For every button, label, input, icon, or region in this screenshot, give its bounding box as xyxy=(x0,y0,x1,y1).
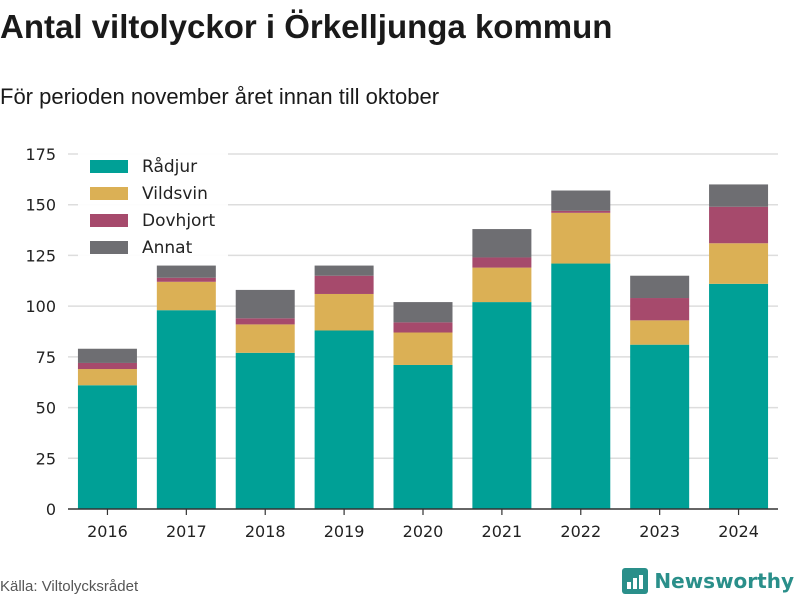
bar-segment[interactable] xyxy=(393,332,453,365)
bar-stack-2023 xyxy=(630,275,690,509)
legend-label: Annat xyxy=(142,238,193,258)
bar-segment[interactable] xyxy=(709,206,769,244)
bar-segment[interactable] xyxy=(630,275,690,299)
bar-stacks xyxy=(77,184,769,509)
x-tick-label: 2019 xyxy=(324,522,365,541)
bar-segment[interactable] xyxy=(156,281,216,311)
y-tick-label: 50 xyxy=(36,399,56,418)
bar-segment[interactable] xyxy=(551,212,611,264)
bar-segment[interactable] xyxy=(235,318,295,325)
page-title: Antal viltolyckor i Örkelljunga kommun xyxy=(0,8,613,45)
x-tick-label: 2020 xyxy=(403,522,444,541)
bar-segment[interactable] xyxy=(235,289,295,319)
bar-segment[interactable] xyxy=(393,302,453,323)
bar-segment[interactable] xyxy=(235,352,295,509)
stacked-bar-chart: 0 25 50 75 100 125 150 175 2016 2017 2018 2019 2020… xyxy=(25,145,778,541)
bar-segment[interactable] xyxy=(630,344,690,509)
bar-chart-logo-icon xyxy=(622,568,649,594)
bar-segment[interactable] xyxy=(393,322,453,333)
bar-stack-2024 xyxy=(709,184,769,509)
y-tick-label: 0 xyxy=(46,500,56,519)
bar-segment[interactable] xyxy=(314,330,374,509)
legend-swatch xyxy=(90,214,128,227)
bar-segment[interactable] xyxy=(393,364,453,509)
legend-swatch xyxy=(90,187,128,200)
legend-swatch xyxy=(90,241,128,254)
bar-segment[interactable] xyxy=(77,362,137,370)
bar-stack-2019 xyxy=(314,265,374,509)
bar-segment[interactable] xyxy=(156,265,216,278)
bar-stack-2018 xyxy=(235,289,295,509)
legend-label: Vildsvin xyxy=(142,184,208,204)
y-tick-label: 175 xyxy=(25,145,56,164)
bar-segment[interactable] xyxy=(551,210,611,213)
bar-stack-2022 xyxy=(551,190,611,509)
bar-segment[interactable] xyxy=(630,320,690,345)
x-tick-label: 2017 xyxy=(166,522,207,541)
source-note: Källa: Viltolycksrådet xyxy=(0,578,139,595)
bar-segment[interactable] xyxy=(77,348,137,363)
bar-segment[interactable] xyxy=(314,293,374,331)
bar-segment[interactable] xyxy=(709,243,769,284)
legend: Rådjur Vildsvin Dovhjort Annat xyxy=(78,152,228,262)
x-tick-label: 2022 xyxy=(560,522,601,541)
bar-segment[interactable] xyxy=(314,275,374,294)
bar-segment[interactable] xyxy=(709,283,769,509)
y-tick-label: 150 xyxy=(25,196,56,215)
bar-stack-2021 xyxy=(472,229,532,509)
bar-segment[interactable] xyxy=(472,229,532,258)
bar-segment[interactable] xyxy=(709,184,769,207)
y-tick-label: 75 xyxy=(36,348,56,367)
x-axis: 2016 2017 2018 2019 2020 2021 2022 2023 2024 xyxy=(68,508,778,541)
legend-label: Dovhjort xyxy=(142,211,215,231)
bar-stack-2020 xyxy=(393,302,453,509)
bar-segment[interactable] xyxy=(472,267,532,303)
brand-logo[interactable]: Newsworthy xyxy=(622,568,794,594)
y-tick-label: 125 xyxy=(25,246,56,265)
legend-swatch xyxy=(90,160,128,173)
bar-segment[interactable] xyxy=(77,385,137,509)
bar-segment[interactable] xyxy=(551,263,611,509)
bar-segment[interactable] xyxy=(156,277,216,282)
x-tick-label: 2023 xyxy=(639,522,680,541)
x-tick-label: 2018 xyxy=(245,522,286,541)
brand-name: Newsworthy xyxy=(654,569,794,593)
bar-segment[interactable] xyxy=(314,265,374,276)
bar-segment[interactable] xyxy=(472,257,532,268)
y-axis: 0 25 50 75 100 125 150 175 xyxy=(25,145,56,519)
bar-stack-2017 xyxy=(156,265,216,509)
bar-segment[interactable] xyxy=(156,310,216,509)
bar-stack-2016 xyxy=(77,348,137,509)
bar-segment[interactable] xyxy=(77,369,137,386)
y-tick-label: 25 xyxy=(36,449,56,468)
bar-segment[interactable] xyxy=(235,324,295,353)
bar-segment[interactable] xyxy=(630,298,690,321)
legend-label: Rådjur xyxy=(142,156,197,177)
page-subtitle: För perioden november året innan till ok… xyxy=(0,84,440,109)
x-tick-label: 2021 xyxy=(482,522,523,541)
bar-segment[interactable] xyxy=(551,190,611,211)
x-tick-label: 2016 xyxy=(87,522,128,541)
y-tick-label: 100 xyxy=(25,297,56,316)
x-tick-label: 2024 xyxy=(718,522,759,541)
bar-segment[interactable] xyxy=(472,302,532,509)
